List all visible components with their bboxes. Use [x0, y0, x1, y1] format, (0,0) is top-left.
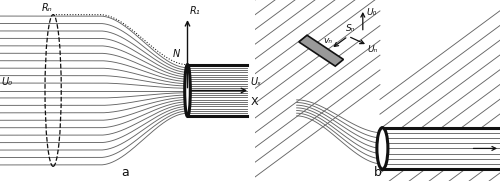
Text: U₀: U₀: [1, 77, 12, 87]
Text: U₀: U₀: [366, 8, 376, 17]
Text: a: a: [121, 166, 129, 179]
Ellipse shape: [377, 128, 388, 169]
Bar: [382, 128, 500, 169]
Polygon shape: [299, 35, 344, 66]
Text: vₙ: vₙ: [324, 36, 332, 45]
Text: b: b: [374, 166, 382, 179]
Text: Uₙ: Uₙ: [368, 45, 378, 54]
Text: Sₙ: Sₙ: [346, 24, 355, 33]
Text: Rₙ: Rₙ: [42, 3, 52, 13]
Text: N: N: [172, 49, 180, 59]
Text: R₁: R₁: [190, 5, 200, 16]
Text: Uₛ: Uₛ: [250, 77, 262, 87]
Text: Uₛ: Uₛ: [470, 149, 480, 158]
Ellipse shape: [184, 65, 190, 116]
Text: X: X: [250, 97, 258, 107]
